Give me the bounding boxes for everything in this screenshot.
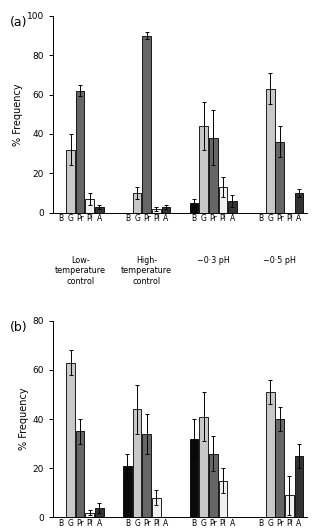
Bar <box>66 363 75 517</box>
Bar <box>85 199 94 213</box>
Bar <box>162 206 170 213</box>
Text: High-
temperature
control: High- temperature control <box>121 256 172 286</box>
Y-axis label: % Frequency: % Frequency <box>18 388 28 450</box>
Bar <box>76 431 85 517</box>
Bar <box>199 126 208 213</box>
Bar <box>142 35 151 213</box>
Bar <box>218 480 227 517</box>
Text: (a): (a) <box>10 16 28 29</box>
Bar <box>190 439 198 517</box>
Bar <box>266 392 275 517</box>
Bar <box>66 149 75 213</box>
Bar <box>199 417 208 517</box>
Bar <box>218 187 227 213</box>
Bar <box>152 209 161 213</box>
Bar <box>275 142 284 213</box>
Bar <box>85 513 94 517</box>
Bar <box>133 409 141 517</box>
Text: −0·3 pH: −0·3 pH <box>197 256 230 265</box>
Bar <box>209 454 218 517</box>
Bar <box>142 434 151 517</box>
Bar <box>285 495 294 517</box>
Bar <box>190 203 198 213</box>
Text: −0·5 pH: −0·5 pH <box>263 256 296 265</box>
Text: Low-
temperature
control: Low- temperature control <box>55 256 105 286</box>
Bar <box>95 206 104 213</box>
Bar <box>266 89 275 213</box>
Y-axis label: % Frequency: % Frequency <box>13 83 23 146</box>
Bar <box>209 138 218 213</box>
Bar <box>133 193 141 213</box>
Bar <box>295 193 303 213</box>
Bar <box>123 466 132 517</box>
Bar <box>95 507 104 517</box>
Bar <box>275 419 284 517</box>
Bar <box>152 498 161 517</box>
Bar <box>295 456 303 517</box>
Bar <box>76 91 85 213</box>
Bar <box>228 201 237 213</box>
Text: (b): (b) <box>10 320 28 334</box>
